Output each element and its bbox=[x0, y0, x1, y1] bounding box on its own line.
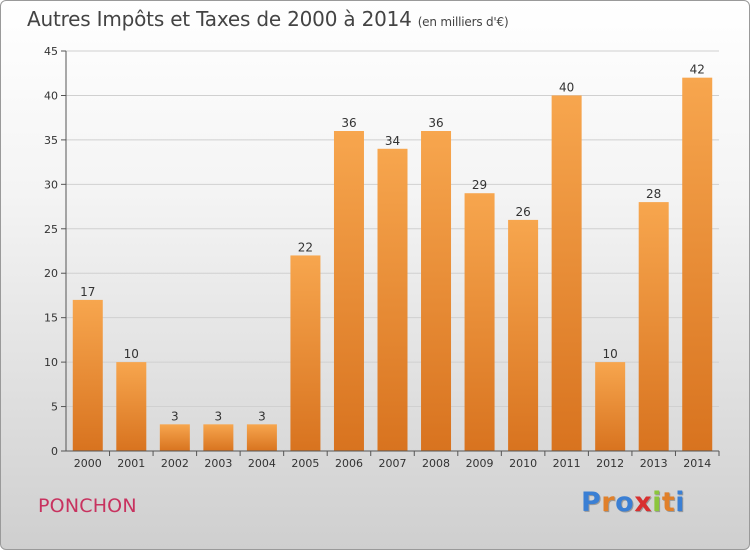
y-tick-label: 45 bbox=[44, 45, 58, 58]
logo-letter: i bbox=[675, 487, 686, 518]
y-tick-label: 35 bbox=[44, 134, 58, 147]
bar-value-label: 42 bbox=[690, 63, 705, 77]
x-tick-label: 2007 bbox=[379, 457, 407, 470]
x-tick-label: 2014 bbox=[683, 457, 711, 470]
y-tick-label: 25 bbox=[44, 223, 58, 236]
bar bbox=[508, 219, 539, 451]
bar-value-label: 28 bbox=[646, 187, 661, 201]
bar bbox=[246, 424, 277, 451]
bar bbox=[464, 193, 495, 451]
bar bbox=[682, 77, 713, 452]
x-tick-label: 2013 bbox=[640, 457, 668, 470]
y-tick-label: 15 bbox=[44, 312, 58, 325]
chart-title: Autres Impôts et Taxes de 2000 à 2014 (en… bbox=[27, 7, 509, 31]
bar bbox=[421, 131, 452, 451]
bar-value-label: 3 bbox=[258, 409, 266, 423]
x-tick-label: 2000 bbox=[74, 457, 102, 470]
logo-letter: o bbox=[615, 487, 635, 518]
x-tick-label: 2009 bbox=[466, 457, 494, 470]
logo-letter: t bbox=[661, 487, 676, 518]
y-tick-label: 10 bbox=[44, 356, 58, 369]
bar-value-label: 40 bbox=[559, 80, 574, 94]
logo-letter: i bbox=[652, 487, 662, 518]
y-tick-label: 0 bbox=[51, 445, 58, 458]
bar-value-label: 34 bbox=[385, 134, 400, 148]
bar-value-label: 22 bbox=[298, 240, 313, 254]
chart-title-text: Autres Impôts et Taxes de 2000 à 2014 bbox=[27, 7, 412, 31]
proxiti-logo: Proxiti bbox=[581, 487, 685, 518]
y-tick-label: 30 bbox=[44, 178, 58, 191]
bar bbox=[290, 255, 321, 451]
logo-letter: P bbox=[581, 487, 602, 518]
y-tick-label: 40 bbox=[44, 89, 58, 102]
bar-value-label: 3 bbox=[215, 409, 223, 423]
bar-value-label: 26 bbox=[515, 205, 530, 219]
x-tick-label: 2011 bbox=[553, 457, 581, 470]
chart-title-unit: (en milliers d'€) bbox=[417, 15, 509, 29]
x-tick-label: 2010 bbox=[509, 457, 537, 470]
x-tick-label: 2003 bbox=[204, 457, 232, 470]
bar bbox=[72, 299, 103, 451]
x-tick-label: 2012 bbox=[596, 457, 624, 470]
bar-value-label: 17 bbox=[80, 285, 95, 299]
x-tick-label: 2004 bbox=[248, 457, 276, 470]
x-tick-label: 2008 bbox=[422, 457, 450, 470]
bar-value-label: 29 bbox=[472, 178, 487, 192]
bar-value-label: 36 bbox=[428, 116, 443, 130]
bar bbox=[638, 202, 669, 451]
axes: 0 5 10 15 20 25 30 35 40 45 2000 2001 2002 2003 2004 20… bbox=[44, 45, 720, 470]
bar bbox=[159, 424, 190, 451]
x-tick-label: 2006 bbox=[335, 457, 363, 470]
logo-letter: r bbox=[601, 487, 616, 518]
bar bbox=[377, 148, 408, 451]
bar bbox=[595, 362, 626, 451]
bar bbox=[551, 95, 582, 451]
x-tick-label: 2001 bbox=[117, 457, 145, 470]
x-tick-label: 2002 bbox=[161, 457, 189, 470]
bar-value-label: 10 bbox=[603, 347, 618, 361]
bar-value-label: 36 bbox=[341, 116, 356, 130]
y-tick-label: 5 bbox=[51, 401, 58, 414]
bar-value-label: 10 bbox=[124, 347, 139, 361]
bar bbox=[333, 131, 364, 451]
x-tick-label: 2005 bbox=[291, 457, 319, 470]
bars: 17 10 3 3 3 22 36 34 36 29 26 40 10 28 42 bbox=[72, 63, 713, 452]
bar-value-label: 3 bbox=[171, 409, 179, 423]
y-tick-label: 20 bbox=[44, 267, 58, 280]
bar bbox=[203, 424, 234, 451]
logo-letter: x bbox=[634, 487, 653, 518]
bar bbox=[116, 362, 147, 451]
commune-name: PONCHON bbox=[38, 495, 137, 517]
